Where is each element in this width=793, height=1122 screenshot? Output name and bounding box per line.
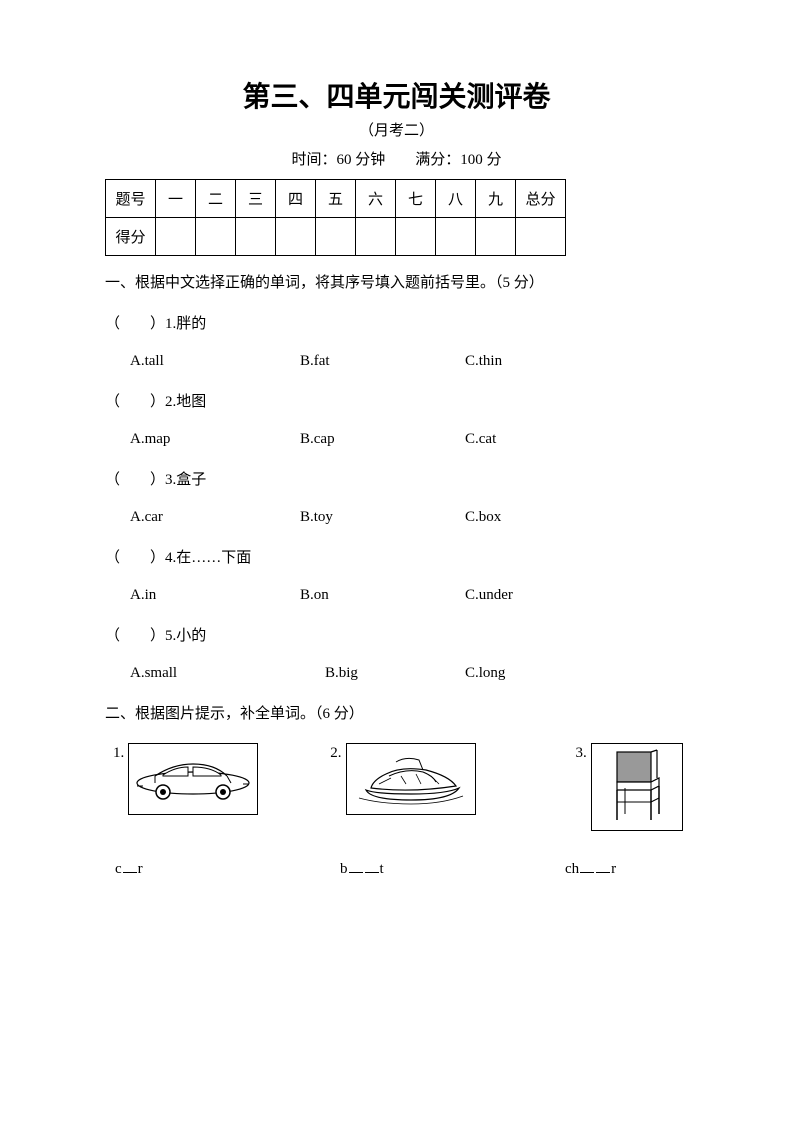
question-stem[interactable]: （ ）2.地图: [105, 390, 688, 411]
col-header: 一: [156, 180, 196, 218]
subtitle: （月考二）: [105, 119, 688, 140]
fill-suffix: r: [611, 861, 616, 877]
blank[interactable]: [123, 859, 137, 873]
col-header: 四: [276, 180, 316, 218]
col-header: 七: [396, 180, 436, 218]
chair-icon: [591, 743, 683, 831]
option-a: A.small: [130, 665, 325, 682]
question-2: （ ）2.地图 A.map B.cap C.cat: [105, 390, 688, 448]
question-1: （ ）1.胖的 A.tall B.fat C.thin: [105, 312, 688, 370]
picture-item-2: 2.: [330, 743, 475, 831]
score-cell[interactable]: [476, 218, 516, 256]
time-score-line: 时间：60 分钟 满分：100 分: [105, 148, 688, 169]
col-header: 三: [236, 180, 276, 218]
question-4: （ ）4.在……下面 A.in B.on C.under: [105, 546, 688, 604]
boat-icon: [346, 743, 476, 815]
option-c: C.cat: [465, 431, 496, 448]
question-stem[interactable]: （ ）3.盒子: [105, 468, 688, 489]
col-header: 九: [476, 180, 516, 218]
question-3: （ ）3.盒子 A.car B.toy C.box: [105, 468, 688, 526]
options: A.car B.toy C.box: [130, 509, 688, 526]
score-cell[interactable]: [396, 218, 436, 256]
score-cell[interactable]: [356, 218, 396, 256]
col-header: 八: [436, 180, 476, 218]
options: A.in B.on C.under: [130, 587, 688, 604]
score-cell[interactable]: [436, 218, 476, 256]
option-a: A.tall: [130, 353, 300, 370]
picture-item-3: 3.: [576, 743, 683, 831]
score-cell[interactable]: [236, 218, 276, 256]
blank[interactable]: [349, 859, 363, 873]
col-header: 总分: [516, 180, 566, 218]
fill-suffix: t: [380, 861, 384, 877]
score-cell[interactable]: [516, 218, 566, 256]
option-a: A.in: [130, 587, 300, 604]
score-label: 得分: [106, 218, 156, 256]
option-c: C.under: [465, 587, 513, 604]
pic-number: 3.: [576, 745, 587, 762]
options: A.small B.big C.long: [130, 665, 688, 682]
blank[interactable]: [365, 859, 379, 873]
fill-blank-2[interactable]: bt: [340, 859, 565, 878]
fill-blank-3[interactable]: ch r: [565, 859, 616, 878]
question-stem[interactable]: （ ）1.胖的: [105, 312, 688, 333]
option-c: C.thin: [465, 353, 502, 370]
pictures-row: 1. 2.: [113, 743, 688, 831]
picture-item-1: 1.: [113, 743, 258, 831]
section2-header: 二、根据图片提示，补全单词。（6 分）: [105, 702, 688, 723]
option-c: C.box: [465, 509, 501, 526]
score-cell[interactable]: [316, 218, 356, 256]
table-row: 得分: [106, 218, 566, 256]
fills-row: cr bt chr: [115, 859, 688, 878]
col-header: 二: [196, 180, 236, 218]
option-b: B.on: [300, 587, 465, 604]
question-stem[interactable]: （ ）5.小的: [105, 624, 688, 645]
pic-number: 1.: [113, 745, 124, 762]
fill-prefix: c: [115, 861, 122, 877]
pic-number: 2.: [330, 745, 341, 762]
fill-prefix: b: [340, 861, 348, 877]
options: A.map B.cap C.cat: [130, 431, 688, 448]
fill-blank-1[interactable]: cr: [115, 859, 340, 878]
option-b: B.cap: [300, 431, 465, 448]
option-b: B.toy: [300, 509, 465, 526]
options: A.tall B.fat C.thin: [130, 353, 688, 370]
col-header: 六: [356, 180, 396, 218]
blank[interactable]: [580, 859, 594, 873]
page-title: 第三、四单元闯关测评卷: [105, 75, 688, 115]
option-a: A.map: [130, 431, 300, 448]
option-a: A.car: [130, 509, 300, 526]
car-icon: [128, 743, 258, 815]
option-b: B.big: [325, 665, 465, 682]
fill-suffix: r: [138, 861, 143, 877]
question-stem[interactable]: （ ）4.在……下面: [105, 546, 688, 567]
score-cell[interactable]: [276, 218, 316, 256]
score-cell[interactable]: [196, 218, 236, 256]
row-label: 题号: [106, 180, 156, 218]
blank[interactable]: [596, 859, 610, 873]
col-header: 五: [316, 180, 356, 218]
section1-header: 一、根据中文选择正确的单词，将其序号填入题前括号里。（5 分）: [105, 271, 688, 292]
score-cell[interactable]: [156, 218, 196, 256]
option-b: B.fat: [300, 353, 465, 370]
question-5: （ ）5.小的 A.small B.big C.long: [105, 624, 688, 682]
table-row: 题号 一 二 三 四 五 六 七 八 九 总分: [106, 180, 566, 218]
option-c: C.long: [465, 665, 505, 682]
fill-prefix: ch: [565, 861, 579, 877]
score-table: 题号 一 二 三 四 五 六 七 八 九 总分 得分: [105, 179, 566, 256]
